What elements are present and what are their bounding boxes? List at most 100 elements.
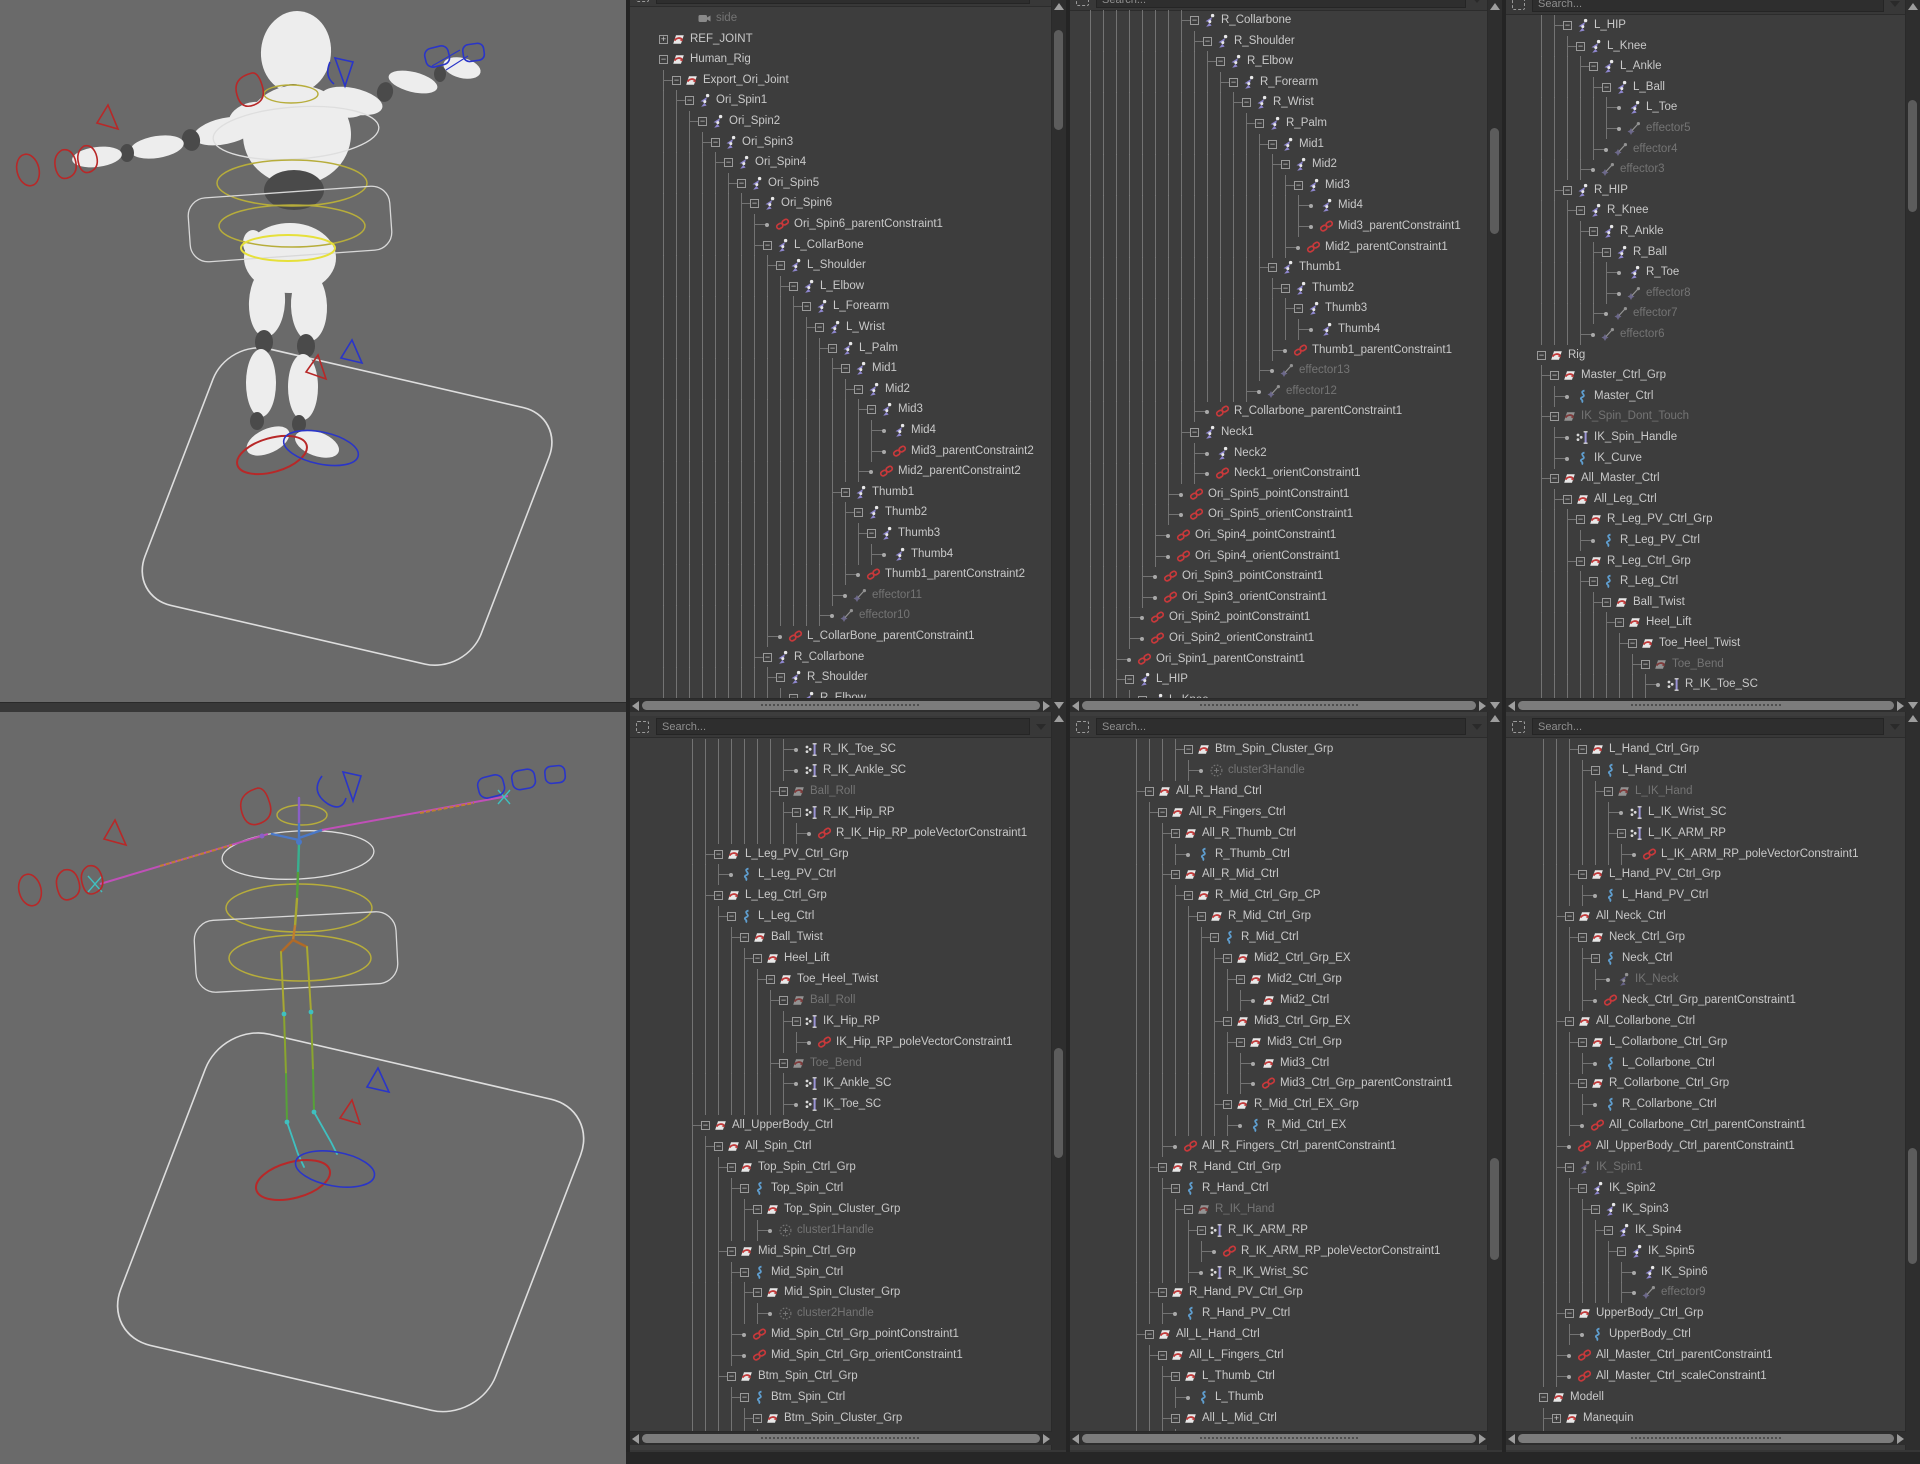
- tree-row[interactable]: Mid2_parentConstraint2: [630, 461, 1052, 483]
- collapse-toggle[interactable]: −: [1145, 785, 1154, 796]
- collapse-toggle[interactable]: −: [867, 528, 876, 538]
- collapse-toggle[interactable]: −: [1216, 56, 1225, 67]
- tree-row[interactable]: Mid_Spin_Ctrl_Grp_orientConstraint1: [630, 1345, 1052, 1367]
- tree-row[interactable]: − All_L_Fingers_Ctrl: [1070, 1345, 1488, 1367]
- collapse-toggle[interactable]: −: [779, 1057, 788, 1068]
- horizontal-scrollbar[interactable]: [1070, 698, 1488, 712]
- collapse-toggle[interactable]: −: [701, 1120, 710, 1131]
- tree-row[interactable]: − R_Leg_Ctrl: [1506, 571, 1906, 593]
- search-input[interactable]: [656, 718, 1030, 735]
- tree-row[interactable]: IK_Curve: [1506, 447, 1906, 469]
- collapse-toggle[interactable]: −: [1576, 514, 1585, 525]
- collapse-toggle[interactable]: −: [1171, 827, 1180, 838]
- search-input[interactable]: [1532, 718, 1884, 735]
- scroll-left-arrow-icon[interactable]: [632, 1434, 639, 1444]
- tree-row[interactable]: R_Toe: [1506, 262, 1906, 284]
- collapse-toggle[interactable]: −: [1565, 911, 1574, 922]
- tree-row[interactable]: − Ori_Spin3: [630, 131, 1052, 153]
- collapse-toggle[interactable]: −: [1563, 493, 1572, 504]
- outliner-tree[interactable]: − L_Hand_Ctrl_Grp − L_Hand_Ctrl − L_IK_Hand…: [1506, 737, 1906, 1432]
- collapse-toggle[interactable]: −: [815, 322, 824, 332]
- tree-row[interactable]: − Export_Ori_Joint: [630, 69, 1052, 91]
- filter-dropdown-icon[interactable]: [1472, 0, 1482, 3]
- tree-row[interactable]: − L_Knee: [1506, 35, 1906, 57]
- collapse-toggle[interactable]: −: [659, 54, 668, 65]
- tree-row[interactable]: Thumb4: [630, 543, 1052, 565]
- tree-row[interactable]: − All_Spin_Ctrl: [630, 1136, 1052, 1158]
- collapse-toggle[interactable]: −: [1229, 76, 1238, 87]
- tree-row[interactable]: Mid2_Ctrl: [1070, 989, 1488, 1011]
- tree-row[interactable]: − Ball_Twist: [1506, 591, 1906, 613]
- tree-row[interactable]: − L_HIP: [1070, 669, 1488, 691]
- tree-row-camera[interactable]: side: [630, 8, 1052, 29]
- tree-row[interactable]: effector7: [1506, 303, 1906, 325]
- collapse-toggle[interactable]: −: [854, 383, 863, 394]
- tree-row[interactable]: − Mid3_Ctrl_Grp_EX: [1070, 1010, 1488, 1032]
- collapse-toggle[interactable]: −: [740, 1391, 749, 1402]
- collapse-toggle[interactable]: −: [711, 136, 720, 147]
- tree-row[interactable]: − Toe_Heel_Twist: [630, 968, 1052, 990]
- scroll-up-arrow-icon[interactable]: [1908, 715, 1918, 722]
- collapse-toggle[interactable]: −: [1591, 1203, 1600, 1214]
- tree-row[interactable]: − All_L_Mid_Ctrl: [1070, 1407, 1488, 1429]
- collapse-toggle[interactable]: −: [1617, 1245, 1626, 1256]
- horizontal-scroll-thumb[interactable]: [1518, 701, 1894, 710]
- tree-row[interactable]: − L_CollarBone: [630, 234, 1052, 256]
- collapse-toggle[interactable]: −: [1138, 695, 1147, 698]
- collapse-toggle[interactable]: −: [1210, 932, 1219, 943]
- tree-row[interactable]: Mid2_parentConstraint1: [1070, 236, 1488, 258]
- tree-row[interactable]: − Mid_Spin_Ctrl_Grp: [630, 1240, 1052, 1262]
- collapse-toggle[interactable]: −: [750, 198, 759, 209]
- vertical-scrollbar[interactable]: [1051, 712, 1066, 1464]
- tree-row[interactable]: Neck_Ctrl_Grp_parentConstraint1: [1506, 989, 1906, 1011]
- tree-row[interactable]: − L_Palm: [630, 337, 1052, 359]
- collapse-toggle[interactable]: −: [1578, 744, 1587, 754]
- tree-row[interactable]: Ori_Spin4_pointConstraint1: [1070, 525, 1488, 546]
- collapse-toggle[interactable]: −: [1236, 1036, 1245, 1047]
- scroll-up-arrow-icon[interactable]: [1054, 715, 1064, 722]
- horizontal-scroll-thumb[interactable]: [642, 1434, 1040, 1443]
- tree-row[interactable]: − R_Leg_PV_Ctrl_Grp: [1506, 509, 1906, 531]
- vertical-scroll-thumb[interactable]: [1908, 1148, 1917, 1264]
- collapse-toggle[interactable]: −: [672, 74, 681, 85]
- tree-row[interactable]: Ori_Spin4_orientConstraint1: [1070, 545, 1488, 567]
- tree-row[interactable]: R_IK_Wrist_SC: [1070, 1261, 1488, 1283]
- tree-row[interactable]: − Thumb2: [630, 502, 1052, 524]
- tree-row[interactable]: − All_R_Mid_Ctrl: [1070, 864, 1488, 886]
- tree-row[interactable]: All_Collarbone_Ctrl_parentConstraint1: [1506, 1115, 1906, 1137]
- collapse-toggle[interactable]: −: [1281, 159, 1290, 170]
- tree-row[interactable]: Ori_Spin3_orientConstraint1: [1070, 586, 1488, 608]
- tree-row[interactable]: R_IK_Toe_SC: [630, 739, 1052, 760]
- collapse-toggle[interactable]: −: [1294, 303, 1303, 314]
- tree-row[interactable]: R_Collarbone_Ctrl: [1506, 1094, 1906, 1116]
- filter-icon[interactable]: [1076, 721, 1089, 733]
- scroll-up-arrow-icon[interactable]: [1054, 3, 1064, 10]
- tree-row[interactable]: − Neck1: [1070, 422, 1488, 443]
- horizontal-scrollbar[interactable]: [630, 698, 1052, 712]
- collapse-toggle[interactable]: −: [1589, 576, 1598, 587]
- tree-row[interactable]: − IK_Spin4: [1506, 1219, 1906, 1241]
- tree-row[interactable]: − L_Ankle: [1506, 56, 1906, 78]
- collapse-toggle[interactable]: −: [1190, 427, 1199, 437]
- tree-row[interactable]: Neck2: [1070, 442, 1488, 464]
- filter-icon[interactable]: [636, 721, 649, 733]
- outliner-panel-bottom-3[interactable]: − L_Hand_Ctrl_Grp−L_Hand_Ctrl− L_IK_Hand…: [1506, 712, 1920, 1464]
- tree-row[interactable]: − Human_Rig: [630, 49, 1052, 70]
- vertical-scrollbar[interactable]: [1487, 0, 1502, 712]
- collapse-toggle[interactable]: −: [714, 848, 723, 859]
- tree-row[interactable]: − Mid1: [1070, 133, 1488, 155]
- collapse-toggle[interactable]: −: [714, 1141, 723, 1152]
- tree-row[interactable]: Ori_Spin3_pointConstraint1: [1070, 566, 1488, 588]
- tree-row[interactable]: − IK_Spin5: [1506, 1240, 1906, 1262]
- arm-ik-lines[interactable]: [87, 789, 511, 893]
- tree-row[interactable]: R_Leg_PV_Ctrl: [1506, 530, 1906, 551]
- collapse-toggle[interactable]: −: [779, 994, 788, 1005]
- scroll-left-arrow-icon[interactable]: [632, 701, 639, 711]
- tree-row[interactable]: Ori_Spin2_pointConstraint1: [1070, 607, 1488, 629]
- collapse-toggle[interactable]: −: [1171, 1412, 1180, 1423]
- collapse-toggle[interactable]: −: [1578, 1078, 1587, 1089]
- collapse-toggle[interactable]: −: [1236, 973, 1245, 984]
- tree-row[interactable]: − Mid2: [1070, 154, 1488, 176]
- collapse-toggle[interactable]: −: [1184, 744, 1193, 754]
- tree-row[interactable]: − All_R_Thumb_Ctrl: [1070, 822, 1488, 844]
